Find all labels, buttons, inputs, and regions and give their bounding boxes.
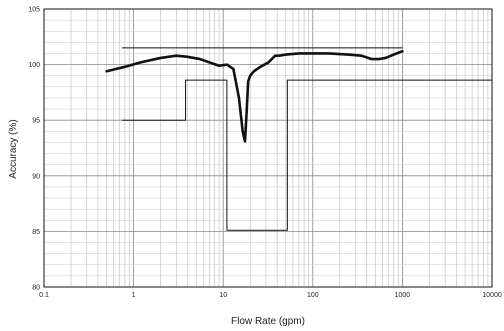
y-tick-label: 95 — [32, 118, 40, 125]
y-tick-label: 105 — [28, 7, 40, 14]
grid — [43, 8, 492, 288]
x-axis-ticks: 0.1 1 10 100 1000 10000 — [39, 292, 502, 299]
series-group — [105, 47, 493, 231]
y-tick-label: 85 — [32, 229, 40, 236]
accuracy-limit-line — [121, 79, 493, 231]
x-tick-label: 0.1 — [39, 292, 49, 299]
x-tick-label: 1 — [132, 292, 136, 299]
y-axis-ticks: 80 85 90 95 100 105 — [28, 7, 40, 292]
y-tick-label: 100 — [28, 62, 40, 69]
y-tick-label: 80 — [32, 285, 40, 292]
accuracy-curve — [105, 49, 404, 143]
x-tick-label: 100 — [307, 292, 319, 299]
y-tick-label: 90 — [32, 173, 40, 180]
x-tick-label: 1000 — [395, 292, 411, 299]
x-tick-label: 10000 — [482, 292, 502, 299]
x-axis-title: Flow Rate (gpm) — [231, 316, 305, 327]
y-axis-title: Accuracy (%) — [8, 119, 19, 178]
x-tick-label: 10 — [219, 292, 227, 299]
plot-frame — [43, 8, 493, 288]
